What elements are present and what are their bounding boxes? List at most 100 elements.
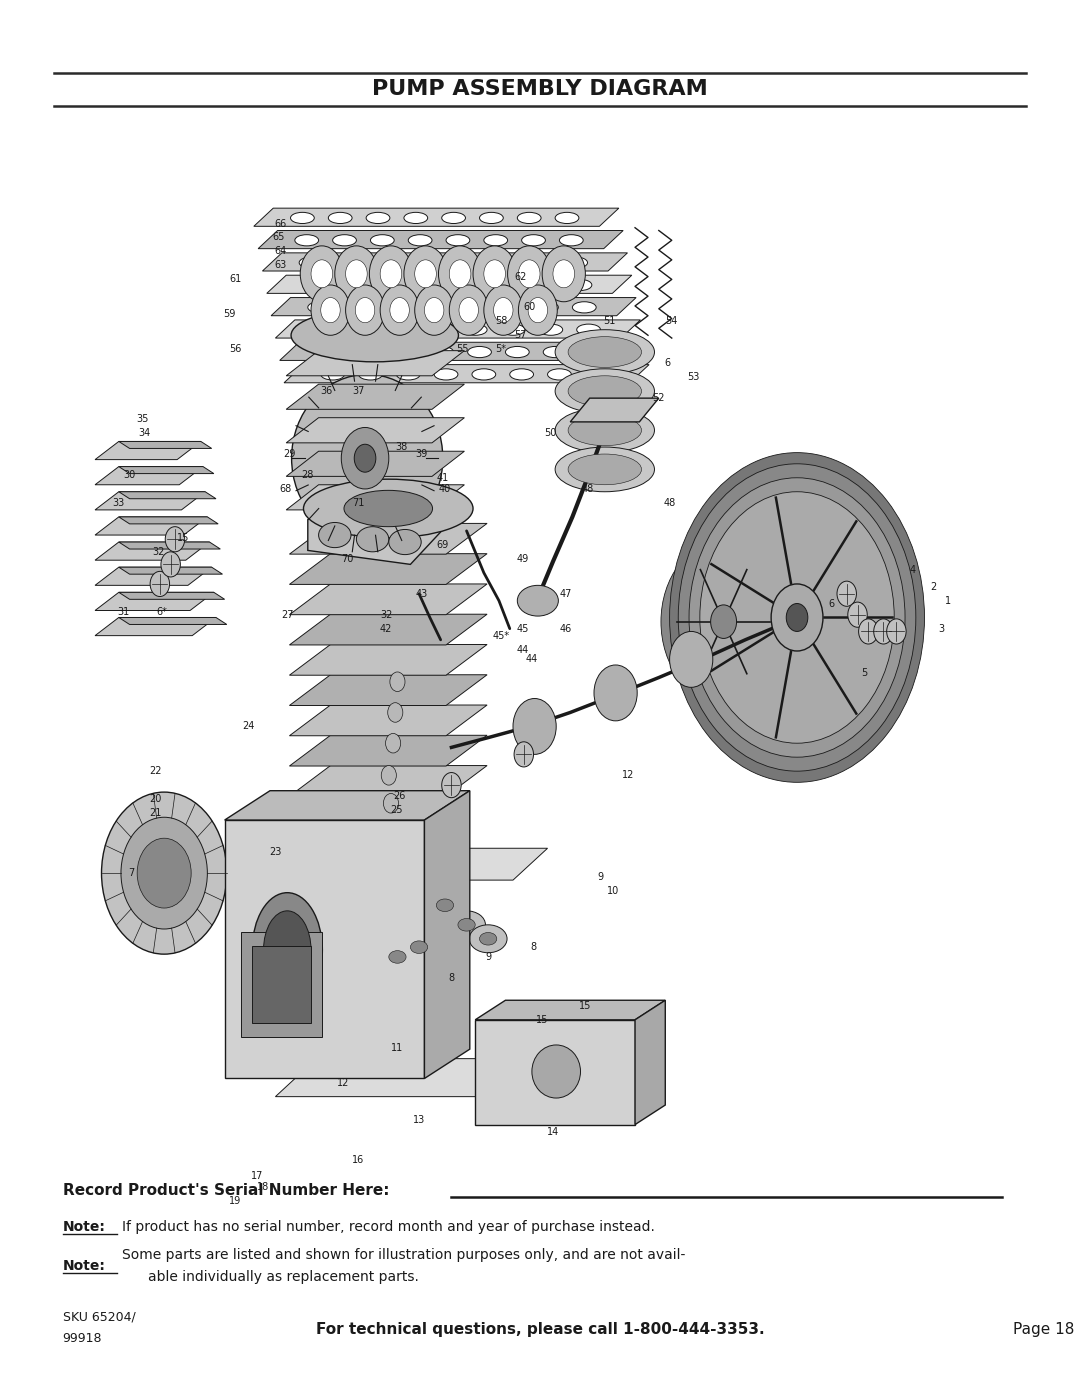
Ellipse shape — [319, 522, 351, 548]
Text: 58: 58 — [495, 316, 508, 327]
Text: 6: 6 — [664, 358, 671, 369]
Ellipse shape — [539, 324, 563, 335]
Circle shape — [594, 665, 637, 721]
Text: 42: 42 — [379, 623, 392, 634]
Circle shape — [321, 298, 340, 323]
Circle shape — [311, 260, 333, 288]
Text: 9: 9 — [485, 951, 491, 963]
Polygon shape — [289, 735, 487, 766]
Text: 28: 28 — [301, 469, 314, 481]
Ellipse shape — [421, 302, 445, 313]
Text: 33: 33 — [112, 497, 125, 509]
Polygon shape — [289, 553, 487, 584]
Ellipse shape — [410, 942, 428, 953]
Text: 48: 48 — [581, 483, 594, 495]
Ellipse shape — [530, 279, 554, 291]
Ellipse shape — [389, 529, 421, 555]
Text: 26: 26 — [393, 791, 406, 802]
Text: 13: 13 — [413, 1115, 426, 1126]
Text: 17: 17 — [251, 1171, 264, 1182]
Ellipse shape — [328, 212, 352, 224]
Text: 66: 66 — [274, 218, 287, 229]
Circle shape — [553, 260, 575, 288]
Polygon shape — [424, 791, 470, 1078]
Ellipse shape — [572, 302, 596, 313]
Ellipse shape — [446, 235, 470, 246]
Text: 46: 46 — [559, 623, 572, 634]
Circle shape — [355, 298, 375, 323]
Text: Some parts are listed and shown for illustration purposes only, and are not avai: Some parts are listed and shown for illu… — [122, 1248, 686, 1261]
Polygon shape — [313, 848, 548, 880]
Circle shape — [415, 285, 454, 335]
Text: 36: 36 — [320, 386, 333, 397]
Text: 51: 51 — [603, 316, 616, 327]
Text: 12: 12 — [622, 770, 635, 781]
Circle shape — [346, 260, 367, 288]
Polygon shape — [95, 441, 201, 460]
Ellipse shape — [383, 302, 407, 313]
Polygon shape — [267, 275, 632, 293]
Ellipse shape — [480, 933, 497, 946]
Polygon shape — [289, 644, 487, 675]
Ellipse shape — [555, 330, 654, 374]
Circle shape — [672, 555, 775, 689]
Text: 48: 48 — [663, 497, 676, 509]
Circle shape — [514, 742, 534, 767]
Polygon shape — [225, 791, 470, 820]
Text: 70: 70 — [341, 553, 354, 564]
Ellipse shape — [463, 324, 487, 335]
Polygon shape — [119, 542, 220, 549]
Text: 56: 56 — [229, 344, 242, 355]
Circle shape — [685, 571, 762, 672]
Polygon shape — [119, 517, 218, 524]
Text: 15: 15 — [579, 1000, 592, 1011]
Circle shape — [473, 246, 516, 302]
Polygon shape — [119, 441, 212, 448]
Circle shape — [137, 838, 191, 908]
Ellipse shape — [350, 324, 374, 335]
Ellipse shape — [434, 369, 458, 380]
Circle shape — [388, 703, 403, 722]
Ellipse shape — [492, 279, 516, 291]
Ellipse shape — [396, 369, 420, 380]
Polygon shape — [475, 1000, 665, 1020]
Ellipse shape — [581, 346, 605, 358]
Polygon shape — [258, 231, 623, 249]
Polygon shape — [280, 342, 645, 360]
Ellipse shape — [458, 919, 475, 930]
Text: 52: 52 — [652, 393, 665, 404]
Circle shape — [700, 492, 894, 743]
Polygon shape — [95, 467, 203, 485]
Text: 32: 32 — [152, 546, 165, 557]
Text: 45: 45 — [516, 623, 529, 634]
Text: 62: 62 — [514, 271, 527, 282]
Circle shape — [442, 773, 461, 798]
Polygon shape — [95, 542, 210, 560]
Circle shape — [513, 698, 556, 754]
Text: 38: 38 — [395, 441, 408, 453]
Circle shape — [459, 298, 478, 323]
Circle shape — [102, 792, 227, 954]
Circle shape — [380, 285, 419, 335]
Circle shape — [874, 619, 893, 644]
Text: 64: 64 — [274, 246, 287, 257]
Circle shape — [404, 246, 447, 302]
Text: 39: 39 — [415, 448, 428, 460]
Ellipse shape — [470, 925, 508, 953]
Text: 2: 2 — [930, 581, 936, 592]
Ellipse shape — [548, 369, 571, 380]
Text: 55: 55 — [456, 344, 469, 355]
Ellipse shape — [526, 257, 550, 268]
Polygon shape — [289, 584, 487, 615]
Text: 19: 19 — [229, 1196, 242, 1207]
Text: 15: 15 — [177, 532, 190, 543]
Text: 8: 8 — [448, 972, 455, 983]
Ellipse shape — [388, 324, 411, 335]
Text: 31: 31 — [117, 606, 130, 617]
Ellipse shape — [316, 346, 340, 358]
Text: 30: 30 — [123, 469, 136, 481]
Circle shape — [528, 298, 548, 323]
Text: 12: 12 — [337, 1077, 350, 1088]
Text: 6: 6 — [828, 598, 835, 609]
Ellipse shape — [426, 324, 449, 335]
